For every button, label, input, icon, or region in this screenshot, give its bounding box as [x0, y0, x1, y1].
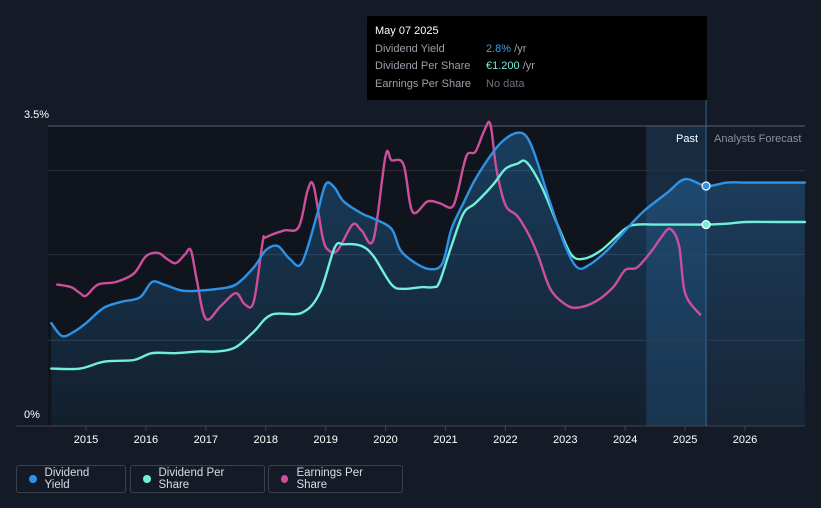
tooltip-value: €1.200 — [486, 60, 520, 72]
legend-label: Earnings Per Share — [296, 467, 363, 491]
legend-label: Dividend Per Share — [158, 467, 225, 491]
legend-dividend-yield[interactable]: Dividend Yield — [16, 465, 126, 493]
tooltip-value-dividend-yield: 2.8% /yr — [486, 43, 526, 55]
x-tick-label: 2018 — [253, 434, 277, 446]
x-tick-label: 2023 — [553, 434, 577, 446]
series-markers — [701, 181, 711, 230]
series-lines — [50, 120, 807, 371]
tooltip-unit: /yr — [511, 43, 527, 55]
tooltip-label-dividend-per-share: Dividend Per Share — [375, 60, 471, 72]
tooltip-label-dividend-yield: Dividend Yield — [375, 43, 445, 55]
legend-label: Dividend Yield — [44, 467, 90, 491]
legend-dividend-per-share[interactable]: Dividend Per Share — [130, 465, 265, 493]
legend-dot-icon — [29, 475, 37, 483]
dividend-per-share-marker — [701, 219, 711, 230]
x-tick-label: 2026 — [733, 434, 757, 446]
x-tick-label: 2022 — [493, 434, 517, 446]
tooltip: May 07 2025 Dividend Yield 2.8% /yr Divi… — [367, 16, 707, 100]
tooltip-label-earnings-per-share: Earnings Per Share — [375, 78, 471, 90]
x-tick-label: 2017 — [194, 434, 218, 446]
x-tick-label: 2021 — [433, 434, 457, 446]
series-areas — [51, 132, 805, 426]
legend-dot-icon — [281, 475, 289, 483]
x-tick-label: 2024 — [613, 434, 637, 446]
legend-earnings-per-share[interactable]: Earnings Per Share — [268, 465, 403, 493]
x-tick-label: 2019 — [313, 434, 337, 446]
x-axis-ticks: 2015 2016 2017 2018 2019 2020 2021 2022 2023 2024… — [74, 426, 757, 446]
earnings-per-share-line — [56, 120, 702, 321]
tooltip-date: May 07 2025 — [375, 25, 439, 37]
dividend-yield-area — [51, 132, 805, 426]
tooltip-value-dividend-per-share: €1.200 /yr — [486, 60, 535, 72]
dividend-yield-marker — [701, 181, 711, 191]
dividend-yield-line — [50, 131, 807, 338]
y-tick-label: 3.5% — [24, 109, 49, 121]
legend-dot-icon — [143, 475, 151, 483]
past-label: Past — [676, 133, 698, 145]
tooltip-value: 2.8% — [486, 43, 512, 55]
forecast-label: Analysts Forecast — [714, 133, 801, 145]
x-tick-label: 2020 — [373, 434, 397, 446]
x-tick-label: 2015 — [74, 434, 98, 446]
tooltip-unit: /yr — [519, 60, 535, 72]
y-tick-label: 0% — [24, 409, 40, 421]
x-tick-label: 2016 — [134, 434, 158, 446]
tooltip-value: No data — [486, 78, 525, 90]
x-tick-label: 2025 — [673, 434, 697, 446]
dividend-per-share-line — [50, 159, 807, 371]
tooltip-value-earnings-per-share: No data — [486, 78, 525, 90]
